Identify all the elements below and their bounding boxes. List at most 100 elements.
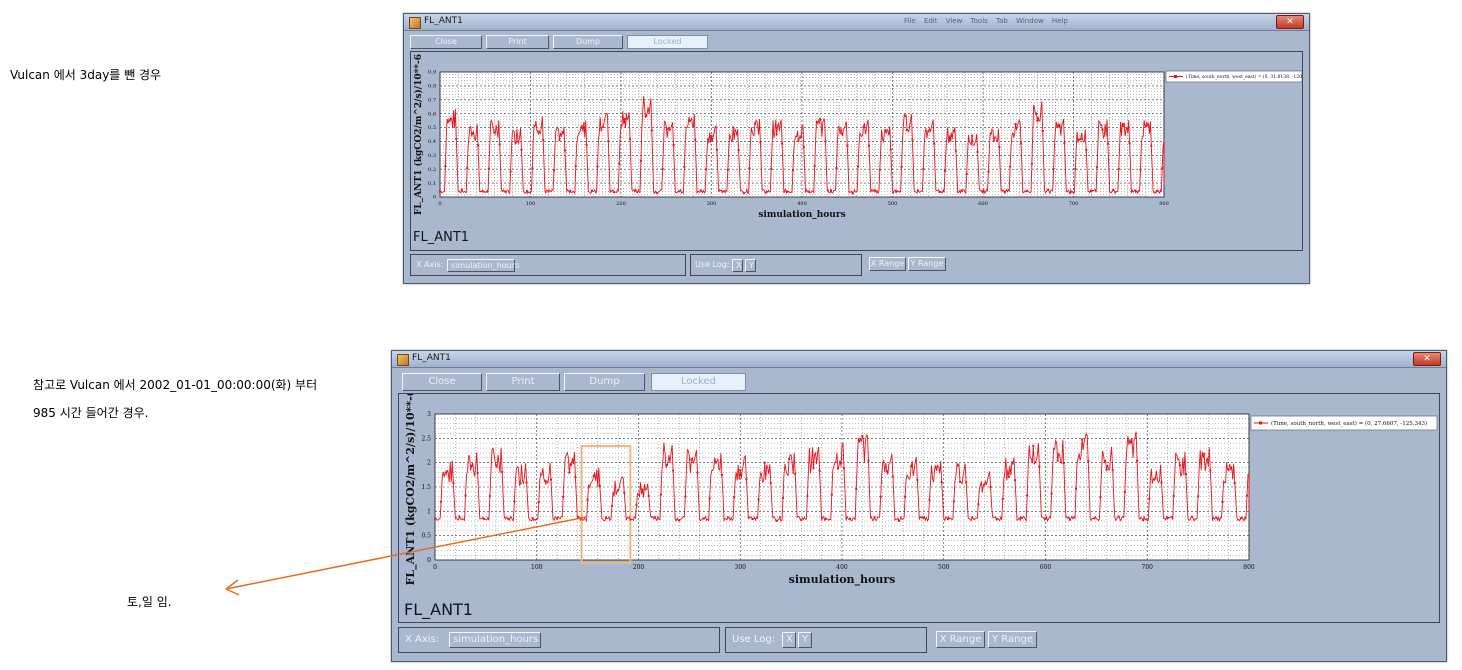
series-marker (1112, 188, 1115, 191)
series-marker (659, 493, 662, 496)
series-marker (843, 467, 846, 470)
x-tick-label: 800 (1159, 201, 1169, 207)
x-axis-variable-field[interactable]: simulation_hours (447, 259, 519, 272)
series-marker (720, 474, 723, 477)
series-marker (623, 491, 626, 494)
series-marker (1215, 516, 1218, 519)
series-marker (688, 120, 691, 123)
series-marker (954, 149, 957, 152)
series-marker (753, 122, 756, 125)
x-tick-label: 0 (433, 564, 437, 571)
series-marker (1007, 476, 1010, 479)
series-marker (727, 516, 730, 519)
series-marker (699, 189, 702, 192)
x-tick-label: 300 (707, 201, 717, 207)
window-close-button[interactable]: ✕ (1413, 352, 1441, 366)
annotation-arrow-head (225, 579, 240, 596)
close-button[interactable]: Close (402, 373, 482, 391)
series-marker (498, 143, 501, 146)
series-marker (965, 172, 968, 175)
series-marker (873, 189, 876, 192)
series-marker (585, 144, 588, 147)
series-marker (862, 125, 865, 128)
y-tick-label: 0.7 (428, 97, 436, 103)
series-marker (897, 519, 900, 522)
y-tick-label: 0.8 (428, 84, 436, 90)
series-marker (770, 167, 773, 170)
series-marker (922, 516, 925, 519)
series-marker (885, 470, 888, 473)
y-range-button[interactable]: Y Range (908, 257, 946, 271)
print-button[interactable]: Print (486, 373, 560, 391)
log-y-toggle[interactable]: Y (798, 632, 812, 648)
series-marker (656, 191, 659, 194)
locked-button[interactable]: Locked (651, 373, 746, 391)
series-marker (476, 471, 479, 474)
series-marker (960, 189, 963, 192)
legend-marker (1259, 421, 1262, 425)
series-marker (904, 495, 907, 498)
series-marker (563, 149, 566, 152)
log-x-toggle[interactable]: X (732, 259, 743, 272)
series-marker (1003, 191, 1006, 194)
series-marker (764, 191, 767, 194)
series-marker (940, 481, 943, 484)
x-range-button[interactable]: X Range (936, 631, 985, 648)
title-bar: FL_ANT1 ✕ (392, 351, 1446, 368)
series-marker (959, 480, 962, 483)
series-marker (694, 138, 697, 141)
x-axis-panel: X Axis: simulation_hours (398, 627, 720, 653)
series-marker (726, 168, 729, 171)
series-marker (1148, 497, 1151, 500)
dump-button[interactable]: Dump (553, 35, 623, 49)
log-y-toggle[interactable]: Y (745, 259, 756, 272)
x-tick-label: 700 (1142, 564, 1154, 571)
title-bar: FL_ANT1 File Edit View Tools Tab Window … (404, 14, 1309, 31)
series-marker (835, 166, 838, 169)
series-marker (439, 190, 441, 193)
series-marker (1184, 473, 1187, 476)
window-close-button[interactable]: ✕ (1276, 15, 1304, 29)
series-marker (976, 150, 979, 153)
x-axis-variable-field[interactable]: simulation_hours (449, 632, 541, 648)
series-marker (487, 167, 490, 170)
series-marker (946, 518, 949, 521)
x-range-button[interactable]: X Range (869, 257, 906, 271)
series-marker (611, 505, 614, 508)
x-axis-title: simulation_hours (789, 573, 896, 587)
log-x-toggle[interactable]: X (782, 632, 796, 648)
series-marker (794, 472, 797, 475)
series-marker (1197, 495, 1200, 498)
highlight-box (580, 445, 632, 564)
y-range-button[interactable]: Y Range (988, 631, 1037, 648)
series-marker (495, 464, 498, 467)
series-marker (1025, 190, 1028, 193)
dump-button[interactable]: Dump (564, 373, 645, 391)
series-marker (677, 190, 680, 193)
series-marker (1117, 167, 1120, 170)
close-button[interactable]: Close (410, 35, 482, 49)
x-axis-title: simulation_hours (758, 210, 845, 220)
use-log-label: Use Log: (732, 634, 776, 645)
series-marker (949, 139, 952, 142)
series-marker (623, 118, 626, 121)
series-marker (1020, 516, 1023, 519)
series-marker (840, 132, 843, 135)
series-marker (1129, 441, 1132, 444)
series-marker (743, 192, 746, 195)
series-marker (504, 190, 507, 193)
series-marker (568, 471, 571, 474)
print-button[interactable]: Print (486, 35, 549, 49)
series-marker (629, 138, 632, 141)
use-log-panel: Use Log: X Y (725, 627, 927, 653)
series-marker (1111, 469, 1114, 472)
legend-label: (Time, south_north, west_east) = (0, 27.… (1271, 420, 1427, 427)
series-marker (543, 479, 546, 482)
series-marker (501, 470, 504, 473)
window-title: FL_ANT1 (424, 16, 463, 26)
series-marker (922, 167, 925, 170)
series-marker (916, 189, 919, 192)
x-tick-label: 600 (1040, 564, 1052, 571)
series-marker (678, 519, 681, 522)
locked-button[interactable]: Locked (627, 35, 708, 49)
